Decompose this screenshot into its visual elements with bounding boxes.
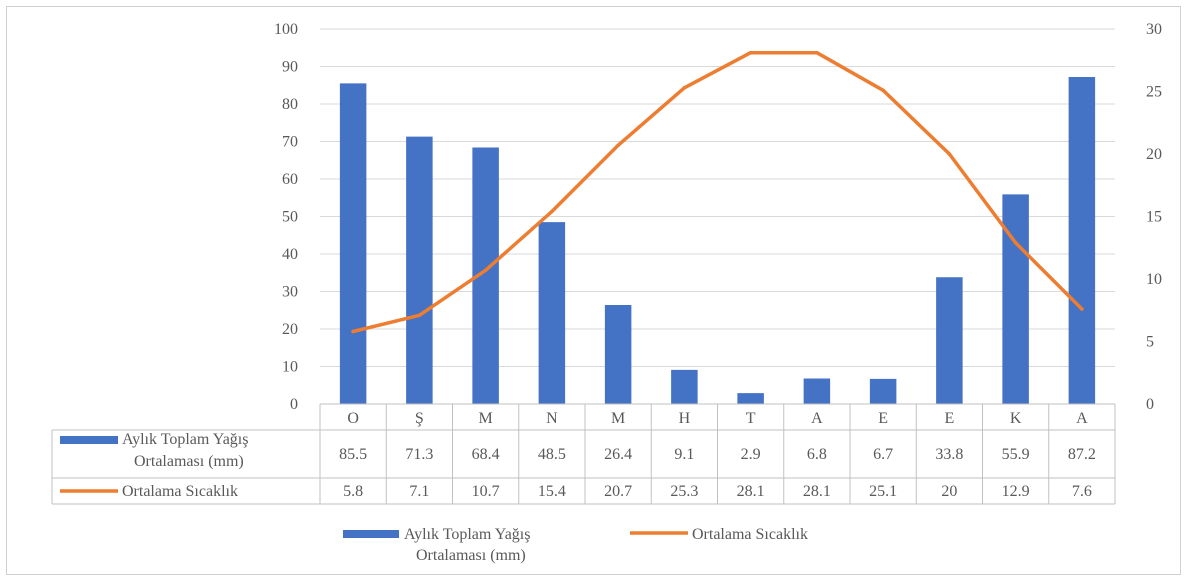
- table-cell: 2.9: [741, 446, 761, 463]
- bar: [803, 378, 831, 404]
- table-cell: 6.8: [807, 446, 827, 463]
- table-cell: 9.1: [674, 446, 694, 463]
- table-cell: 5.8: [343, 483, 363, 500]
- line-point: [616, 143, 620, 148]
- line-point: [550, 209, 554, 214]
- temperature-line: [351, 50, 1084, 334]
- table-cell: 48.5: [538, 446, 566, 463]
- table-row-label-bars: Aylık Toplam Yağış: [122, 431, 248, 448]
- category-label: N: [546, 410, 558, 427]
- y-right-tick-label: 0: [1146, 396, 1154, 413]
- y-right-tick-label: 10: [1146, 271, 1162, 288]
- category-label: H: [679, 410, 691, 427]
- table-cell: 87.2: [1068, 446, 1096, 463]
- line-point: [417, 313, 422, 318]
- y-right-tick-label: 15: [1146, 209, 1162, 226]
- table-cell: 26.4: [604, 446, 632, 463]
- category-label: T: [746, 410, 756, 427]
- category-label: Ş: [415, 410, 424, 427]
- y-right-tick-label: 30: [1146, 21, 1162, 38]
- line-point: [1013, 240, 1018, 245]
- y-left-tick-label: 70: [282, 134, 298, 151]
- line-point: [815, 50, 819, 55]
- table-cell: 7.1: [409, 483, 429, 500]
- y-left-tick-label: 30: [282, 284, 298, 301]
- line-point: [881, 88, 885, 93]
- table-cell: 20: [941, 483, 957, 500]
- bar: [339, 83, 367, 404]
- category-label: E: [944, 410, 954, 427]
- bar: [538, 222, 566, 404]
- y-left-tick-label: 20: [282, 321, 298, 338]
- bar: [406, 136, 433, 404]
- category-label: M: [479, 410, 493, 427]
- table-cell: 33.8: [935, 446, 963, 463]
- legend-key-bars: [343, 530, 399, 538]
- y-left-tick-label: 0: [290, 396, 298, 413]
- line-point: [1080, 307, 1084, 311]
- table-cell: 55.9: [1002, 446, 1030, 463]
- y-left-tick-label: 90: [282, 59, 298, 76]
- line-point: [483, 268, 488, 273]
- table-cell: 10.7: [472, 483, 500, 500]
- category-label: K: [1010, 410, 1022, 427]
- bar: [1068, 77, 1096, 404]
- category-label: E: [878, 410, 888, 427]
- y-right-tick-label: 5: [1146, 334, 1154, 351]
- legend-label-bars: Ortalaması (mm): [416, 547, 526, 564]
- y-left-tick-label: 40: [282, 246, 298, 263]
- table-cell: 12.9: [1002, 483, 1030, 500]
- table-cell: 28.1: [737, 483, 765, 500]
- table-cell: 85.5: [339, 446, 367, 463]
- y-left-tick-label: 80: [282, 96, 298, 113]
- category-label: A: [811, 410, 823, 427]
- table-row-label-bars: Ortalaması (mm): [134, 453, 244, 470]
- line-point: [947, 152, 952, 156]
- table-cell: 25.1: [869, 483, 897, 500]
- category-label: O: [347, 410, 359, 427]
- table-cell: 71.3: [405, 446, 433, 463]
- table-cell: 15.4: [538, 483, 566, 500]
- y-right-tick-label: 20: [1146, 146, 1162, 163]
- chart-frame: [6, 6, 1181, 575]
- table-legend-key-bars: [60, 436, 118, 444]
- table-cell: 28.1: [803, 483, 831, 500]
- table-row-label-line: Ortalama Sıcaklık: [122, 483, 238, 500]
- table-cell: 68.4: [472, 446, 500, 463]
- legend-label-line: Ortalama Sıcaklık: [692, 526, 808, 543]
- line-point: [748, 50, 753, 55]
- legend-label-bars: Aylık Toplam Yağış: [404, 526, 530, 543]
- bar: [1002, 194, 1029, 404]
- y-left-tick-label: 100: [274, 21, 298, 38]
- bar: [737, 393, 764, 404]
- category-label: A: [1076, 410, 1088, 427]
- line-point: [682, 85, 687, 90]
- table-cell: 7.6: [1072, 483, 1092, 500]
- y-left-tick-label: 60: [282, 171, 298, 188]
- y-right-tick-label: 25: [1146, 84, 1162, 101]
- bar: [671, 369, 698, 404]
- y-left-tick-label: 10: [282, 359, 298, 376]
- table-cell: 20.7: [604, 483, 632, 500]
- table-cell: 6.7: [873, 446, 893, 463]
- bar: [936, 277, 963, 404]
- table-cell: 25.3: [670, 483, 698, 500]
- y-left-tick-label: 50: [282, 209, 298, 226]
- bar: [869, 378, 897, 404]
- line-point: [351, 329, 355, 334]
- bar: [604, 305, 632, 404]
- category-label: M: [611, 410, 625, 427]
